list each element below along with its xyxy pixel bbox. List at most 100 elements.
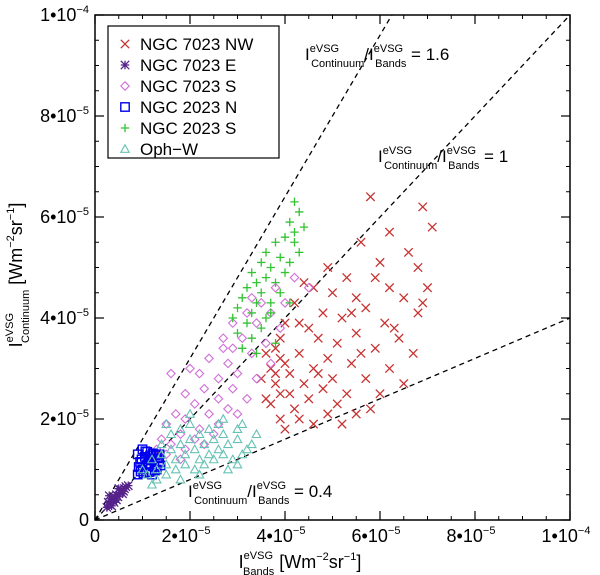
data-point [170,464,181,474]
legend-label: Oph−W [140,140,198,159]
data-point [257,258,266,267]
data-point [189,443,200,454]
data-point [389,323,399,333]
data-point [237,333,248,344]
data-point [394,333,404,343]
data-point [399,293,409,303]
data-point [180,414,191,424]
data-point [123,481,133,491]
data-point [294,348,304,359]
data-point [294,318,304,328]
legend-item: NGC 2023 N [120,98,237,117]
data-point [222,438,234,449]
data-point [218,333,229,344]
data-point [208,433,219,444]
data-point [213,393,224,404]
data-point [247,334,256,343]
data-point [257,288,266,297]
data-point [356,237,366,247]
data-point [208,454,219,464]
data-point [199,439,210,450]
data-point [199,383,210,394]
data-point [156,449,167,459]
y-axis-label: IeVSG Continuum [Wm−2sr−1] [4,203,32,348]
data-point [185,363,195,374]
data-point [280,233,290,242]
data-point [118,486,129,496]
data-point [204,408,214,419]
data-point [114,484,124,494]
data-point [289,272,300,283]
data-point [271,278,280,287]
data-point [313,368,323,379]
axis-ticks [94,14,571,521]
data-point [304,394,314,404]
data-point [117,489,128,499]
data-point [403,247,414,258]
data-point [165,428,177,439]
data-point [261,313,271,323]
legend-marker [120,102,130,112]
data-point [418,298,428,308]
data-point [370,343,380,353]
data-point [213,373,224,384]
data-point [218,413,229,423]
data-point [194,424,205,435]
legend-item: NGC 2023 S [120,119,236,138]
data-point [276,288,285,297]
data-point [285,389,295,399]
data-point [222,464,234,474]
data-point [266,308,275,318]
data-point [175,423,186,434]
data-point [384,283,395,293]
data-point [351,293,361,303]
data-point [170,408,181,419]
data-point [227,454,238,464]
data-point [251,318,262,329]
data-point [232,433,243,444]
reference-line-1 [94,14,571,521]
data-point [137,464,148,474]
data-point [252,349,261,358]
data-point [232,368,243,379]
data-point [270,343,281,353]
data-point [246,348,257,359]
data-point [218,428,229,439]
data-point [194,428,205,439]
data-point [280,424,290,434]
ratio-labels: IeVSG Continuum/IeVSG Bands = 1.6 IeVSG Cont… [188,43,508,507]
data-point [135,466,146,477]
data-point [427,222,437,232]
data-point [189,398,200,409]
x-tick-label: 1•10−4 [542,525,591,546]
data-point [365,192,376,202]
data-point [246,438,257,449]
data-point [290,227,299,237]
x-tick-label: 6•10−5 [352,525,401,546]
data-point [327,288,338,298]
data-point [280,297,290,308]
legend-item: Oph−W [119,140,198,159]
data-point [308,419,319,429]
data-point [161,418,172,428]
data-point [199,459,210,469]
data-point [261,273,271,282]
legend-marker [119,143,131,153]
data-point [241,443,253,454]
y-tick-label: 4•10−5 [40,307,89,328]
series-5 [137,408,262,489]
data-point [346,358,357,369]
data-point [375,257,385,268]
data-point [399,378,409,389]
data-point [237,418,248,428]
legend-marker [120,39,130,49]
x-tick-label: 2•10−5 [162,525,211,546]
data-point [280,268,290,277]
data-point [227,343,238,354]
data-point [146,479,158,489]
data-point [413,308,423,318]
data-point [270,282,281,293]
data-point [256,297,267,308]
data-point [323,262,333,273]
data-point [351,409,361,419]
